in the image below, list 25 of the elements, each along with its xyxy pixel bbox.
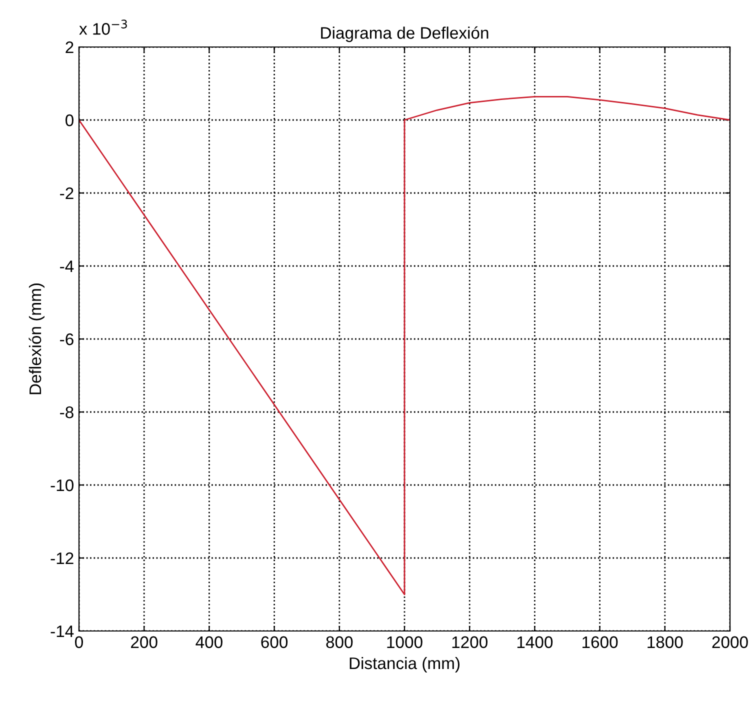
y-tick-label: 0 bbox=[66, 114, 74, 126]
x-tick-label: 1800 bbox=[648, 636, 683, 648]
line-series bbox=[79, 96, 730, 596]
x-tick-label: 1600 bbox=[582, 636, 618, 648]
x-tick-label: 600 bbox=[261, 636, 288, 648]
y-tick-label: -12 bbox=[50, 552, 74, 564]
y-tick-label: 2 bbox=[66, 41, 74, 54]
x-tick-label: 800 bbox=[326, 636, 353, 648]
y-tick-label: -6 bbox=[60, 333, 74, 346]
y-tick-label: -4 bbox=[60, 260, 74, 272]
x-tick-label: 0 bbox=[75, 636, 83, 648]
chart-title: Diagrama de Deflexión bbox=[321, 26, 488, 42]
y-tick-label: -14 bbox=[50, 626, 74, 638]
x-tick-label: 1200 bbox=[452, 636, 488, 648]
y-tick-label: -8 bbox=[60, 406, 74, 418]
y-axis-title: Deflexión (mm) bbox=[28, 284, 44, 394]
text: x 10$^{−3}$ bbox=[79, 20, 127, 35]
x-tick-label: 200 bbox=[131, 636, 158, 648]
x-tick-label: 1000 bbox=[387, 636, 422, 648]
y-tick-label: -2 bbox=[60, 187, 74, 200]
x-tick-label: 1400 bbox=[517, 636, 553, 648]
x-tick-label: 400 bbox=[196, 636, 222, 648]
x-tick-label: 2000 bbox=[712, 636, 748, 648]
x-axis-title: Distancia (mm) bbox=[350, 656, 460, 672]
y-tick-label: -10 bbox=[50, 479, 74, 492]
